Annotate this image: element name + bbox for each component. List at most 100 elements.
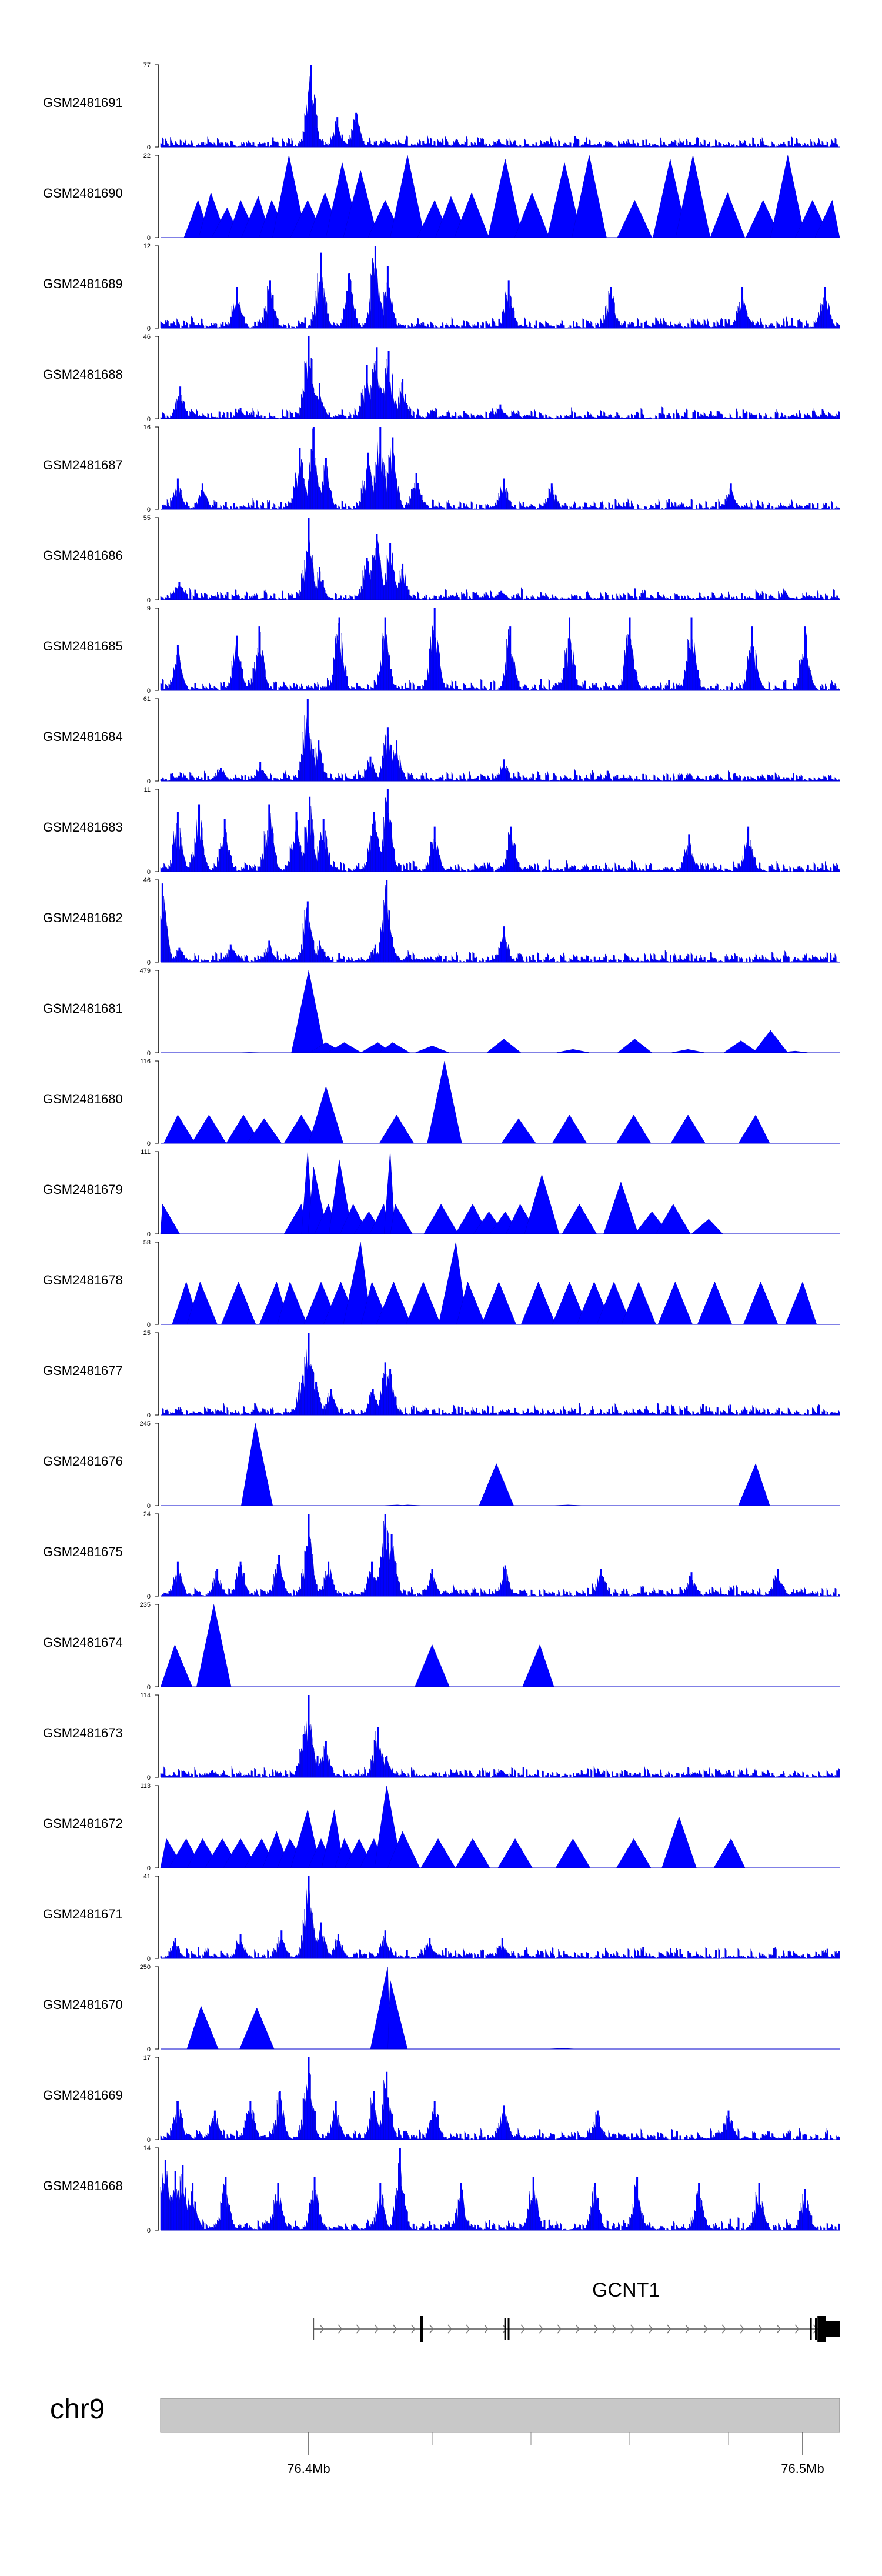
coverage-area (160, 2063, 840, 2140)
y-axis-min-label: 0 (147, 688, 151, 695)
coverage-area (160, 537, 840, 600)
coverage-peak (656, 1204, 691, 1234)
coverage-peak (387, 1980, 408, 2050)
track-label: GSM2481682 (43, 910, 123, 925)
track-label: GSM2481673 (43, 1726, 123, 1740)
strand-arrow (721, 2324, 726, 2334)
strand-arrow (612, 2324, 617, 2334)
coverage-peak (406, 1281, 441, 1325)
track-GSM2481671: GSM2481671 41 0 (43, 1873, 840, 1963)
y-axis-max-label: 46 (143, 333, 151, 341)
track-GSM2481689: GSM2481689 12 0 (43, 243, 840, 332)
y-axis-max-label: 116 (140, 1058, 151, 1065)
track-GSM2481674: GSM2481674 235 0 (43, 1601, 840, 1691)
gene-exon (826, 2321, 840, 2337)
track-GSM2481691: GSM2481691 77 0 (43, 62, 840, 151)
coverage-peak (670, 1115, 706, 1144)
coverage-area (160, 623, 840, 691)
coverage-peak (186, 2006, 219, 2050)
coverage-peak (738, 1115, 770, 1144)
gene-exon (507, 2318, 510, 2340)
track-label: GSM2481680 (43, 1092, 123, 1106)
y-axis-max-label: 245 (140, 1420, 151, 1427)
track-label: GSM2481686 (43, 548, 123, 563)
coverage-peak (486, 1039, 522, 1053)
track-label: GSM2481671 (43, 1907, 123, 1921)
track-GSM2481681: GSM2481681 479 0 (43, 967, 840, 1057)
strand-arrow (520, 2324, 526, 2334)
track-GSM2481684: GSM2481684 61 0 (43, 696, 840, 785)
y-axis-min-label: 0 (147, 1050, 151, 1057)
coverage-peak (616, 1838, 652, 1868)
coverage-peak (481, 1281, 517, 1325)
track-label: GSM2481670 (43, 1997, 123, 2012)
y-axis-min-label: 0 (147, 869, 151, 876)
y-axis-max-label: 235 (140, 1601, 151, 1609)
y-axis-max-label: 25 (143, 1330, 151, 1337)
chromosome-band-bar (160, 2398, 840, 2433)
track-label: GSM2481676 (43, 1454, 123, 1469)
axis-tick-label: 76.4Mb (287, 2461, 330, 2476)
y-axis-min-label: 0 (147, 1322, 151, 1329)
strand-arrow (392, 2324, 397, 2334)
coverage-peak (691, 1219, 723, 1234)
y-axis-max-label: 17 (143, 2054, 151, 2061)
coverage-peak (390, 1203, 413, 1234)
coverage-peak (390, 155, 425, 238)
track-GSM2481679: GSM2481679 111 0 (43, 1149, 840, 1238)
y-axis-min-label: 0 (147, 506, 151, 513)
track-GSM2481682: GSM2481682 46 0 (43, 877, 840, 966)
coverage-peak (455, 1838, 490, 1868)
coverage-peak (670, 1049, 706, 1053)
y-axis-min-label: 0 (147, 235, 151, 242)
coverage-peak (555, 1838, 591, 1868)
coverage-peak (562, 1204, 597, 1234)
track-label: GSM2481668 (43, 2178, 123, 2193)
coverage-area (160, 714, 840, 782)
coverage-area (160, 885, 840, 963)
coverage-peak (603, 1181, 639, 1234)
strand-arrow (776, 2324, 781, 2334)
y-axis-min-label: 0 (147, 144, 151, 151)
coverage-peak (196, 1604, 232, 1687)
y-axis-max-label: 479 (140, 967, 151, 975)
track-GSM2481672: GSM2481672 113 0 (43, 1783, 840, 1872)
gene-exon (810, 2318, 812, 2340)
y-axis-min-label: 0 (147, 2137, 151, 2144)
coverage-peak (239, 2007, 275, 2050)
y-axis-min-label: 0 (147, 2046, 151, 2053)
strand-arrow (429, 2324, 434, 2334)
coverage-peak (713, 1838, 746, 1868)
coverage-peak (738, 1463, 770, 1506)
track-GSM2481685: GSM2481685 9 0 (43, 605, 840, 695)
track-GSM2481683: GSM2481683 11 0 (43, 786, 840, 876)
coverage-peak (220, 1281, 256, 1325)
coverage-peak (617, 1039, 653, 1053)
coverage-peak (454, 192, 489, 238)
coverage-area (160, 1882, 840, 1959)
coverage-peak (415, 1644, 450, 1687)
track-label: GSM2481691 (43, 95, 123, 110)
coverage-peak (617, 199, 653, 238)
coverage-peak (785, 1281, 817, 1325)
coverage-peak (555, 1049, 590, 1053)
strand-arrow (630, 2324, 635, 2334)
track-label: GSM2481688 (43, 367, 123, 382)
coverage-peak (376, 1281, 412, 1325)
track-label: GSM2481678 (43, 1273, 123, 1287)
coverage-peak (524, 1174, 560, 1234)
coverage-area (160, 76, 840, 148)
strand-arrow (758, 2324, 763, 2334)
gene-name-label: GCNT1 (592, 2279, 660, 2301)
coverage-peak (415, 1046, 450, 1053)
y-axis-max-label: 61 (143, 696, 151, 703)
strand-arrow (502, 2324, 507, 2334)
chromosome-label: chr9 (50, 2394, 105, 2425)
strand-arrow (338, 2324, 343, 2334)
track-label: GSM2481681 (43, 1001, 123, 1016)
strand-arrow (740, 2324, 745, 2334)
coverage-area (160, 258, 840, 329)
track-label: GSM2481669 (43, 2088, 123, 2103)
y-axis-min-label: 0 (147, 2227, 151, 2234)
coverage-area (160, 1521, 840, 1597)
